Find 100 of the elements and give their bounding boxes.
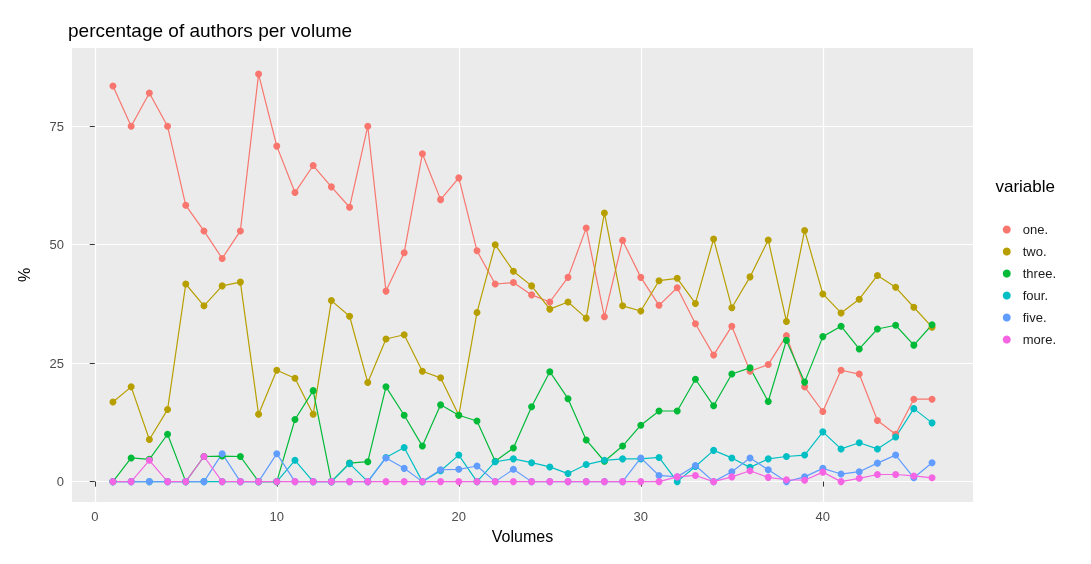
point — [910, 303, 918, 311]
point — [564, 273, 572, 281]
point — [309, 162, 317, 170]
y-tick-label: 0 — [56, 474, 64, 490]
point — [619, 455, 627, 463]
point — [455, 465, 463, 473]
point — [291, 416, 299, 424]
point — [291, 456, 299, 464]
point — [546, 305, 554, 313]
point — [400, 444, 408, 451]
point — [182, 201, 190, 209]
point — [509, 455, 517, 463]
point — [801, 451, 809, 459]
point — [637, 421, 645, 429]
point — [673, 274, 681, 282]
point — [873, 445, 881, 453]
legend-label: more. — [1022, 332, 1056, 347]
point — [509, 478, 517, 486]
point — [855, 295, 863, 303]
point — [892, 321, 900, 329]
point — [309, 387, 317, 395]
point — [801, 378, 809, 386]
point — [764, 236, 772, 244]
point — [455, 451, 463, 459]
point — [437, 374, 445, 382]
point — [509, 465, 517, 473]
point — [437, 196, 445, 204]
point — [400, 478, 408, 486]
point — [236, 278, 244, 286]
point — [509, 279, 517, 287]
point — [655, 301, 663, 309]
point — [691, 471, 699, 479]
point — [346, 312, 354, 320]
legend-label: five. — [1022, 310, 1047, 325]
point — [801, 226, 809, 234]
point — [400, 411, 408, 419]
point — [837, 366, 845, 374]
point — [873, 471, 881, 479]
point — [346, 203, 354, 211]
point — [873, 271, 881, 279]
point — [892, 471, 900, 479]
point — [819, 407, 827, 415]
point — [236, 227, 244, 235]
point — [892, 283, 900, 291]
point — [655, 478, 663, 486]
point — [546, 298, 554, 306]
point — [455, 174, 463, 182]
point — [473, 247, 481, 255]
point — [619, 302, 627, 310]
point — [509, 267, 517, 275]
point — [910, 341, 918, 349]
point — [127, 454, 135, 462]
point — [728, 304, 736, 312]
point — [145, 435, 153, 443]
point — [400, 331, 408, 339]
point — [855, 345, 863, 353]
point — [728, 322, 736, 330]
point — [327, 297, 335, 305]
point — [164, 122, 172, 130]
point — [910, 395, 918, 403]
point — [418, 442, 426, 450]
point — [491, 280, 499, 288]
point — [819, 290, 827, 298]
point — [182, 280, 190, 288]
point — [455, 478, 463, 486]
point — [528, 282, 536, 290]
point — [782, 336, 790, 344]
point — [764, 398, 772, 406]
point — [164, 406, 172, 414]
legend-label: three. — [1022, 266, 1057, 281]
point — [145, 89, 153, 97]
point — [273, 450, 281, 458]
point — [291, 374, 299, 382]
point — [218, 282, 226, 290]
point — [582, 224, 590, 232]
point — [437, 478, 445, 486]
point — [364, 122, 372, 130]
point — [691, 320, 699, 328]
point — [364, 379, 372, 387]
y-axis-title: % — [15, 267, 33, 283]
point — [691, 299, 699, 307]
point — [710, 402, 718, 410]
point — [582, 314, 590, 322]
point — [127, 122, 135, 130]
point — [928, 459, 936, 467]
point — [255, 70, 263, 78]
point — [400, 249, 408, 257]
point — [782, 317, 790, 325]
point — [655, 453, 663, 461]
point — [309, 410, 317, 418]
point — [764, 466, 772, 474]
x-axis-title: Volumes — [491, 527, 554, 545]
point — [291, 189, 299, 197]
point — [528, 291, 536, 299]
point — [564, 395, 572, 403]
point — [382, 478, 390, 486]
point — [509, 444, 517, 452]
point — [273, 142, 281, 150]
point — [691, 375, 699, 383]
point — [764, 361, 772, 369]
